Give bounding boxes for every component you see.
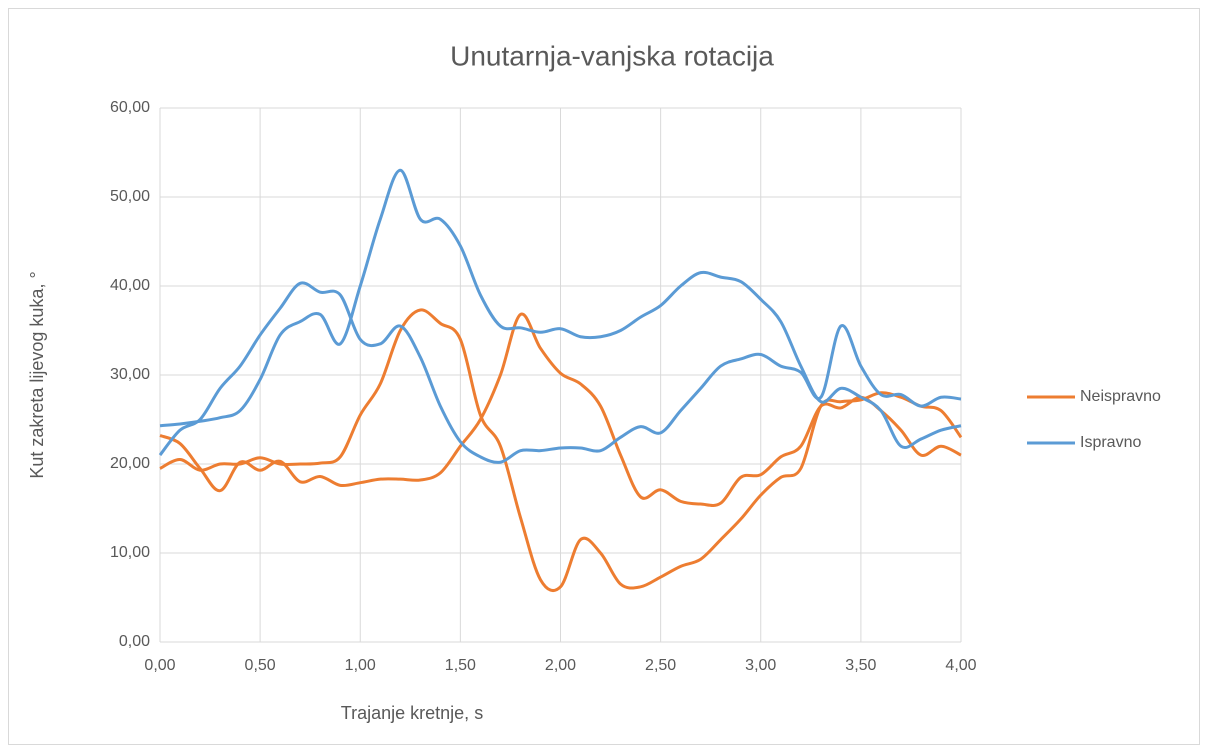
chart-frame [8,8,1200,745]
y-tick-label: 10,00 [110,544,150,561]
y-tick-label: 0,00 [119,633,150,650]
y-tick-label: 60,00 [110,99,150,116]
x-tick-label: 2,50 [645,657,676,674]
line-series [159,168,962,449]
y-tick-label: 30,00 [110,366,150,383]
y-tick-label: 20,00 [110,455,150,472]
x-tick-label: 1,50 [445,657,476,674]
y-tick-label: 40,00 [110,277,150,294]
legend-label: Neispravno [1080,388,1161,405]
x-tick-label: 0,50 [245,657,276,674]
x-tick-label: 3,50 [845,657,876,674]
x-tick-label: 4,00 [945,657,976,674]
x-tick-label: 0,00 [144,657,175,674]
legend-label: Ispravno [1080,434,1141,451]
x-tick-label: 3,00 [745,657,776,674]
x-tick-label: 1,00 [345,657,376,674]
y-axis-label: Kut zakreta lijevog kuka, ° [27,271,47,478]
line-series [159,312,962,507]
x-tick-label: 2,00 [545,657,576,674]
y-tick-label: 50,00 [110,188,150,205]
chart-title: Unutarnja-vanjska rotacija [450,40,774,71]
x-axis-label: Trajanje kretnje, s [341,703,483,723]
line-series [158,281,962,464]
